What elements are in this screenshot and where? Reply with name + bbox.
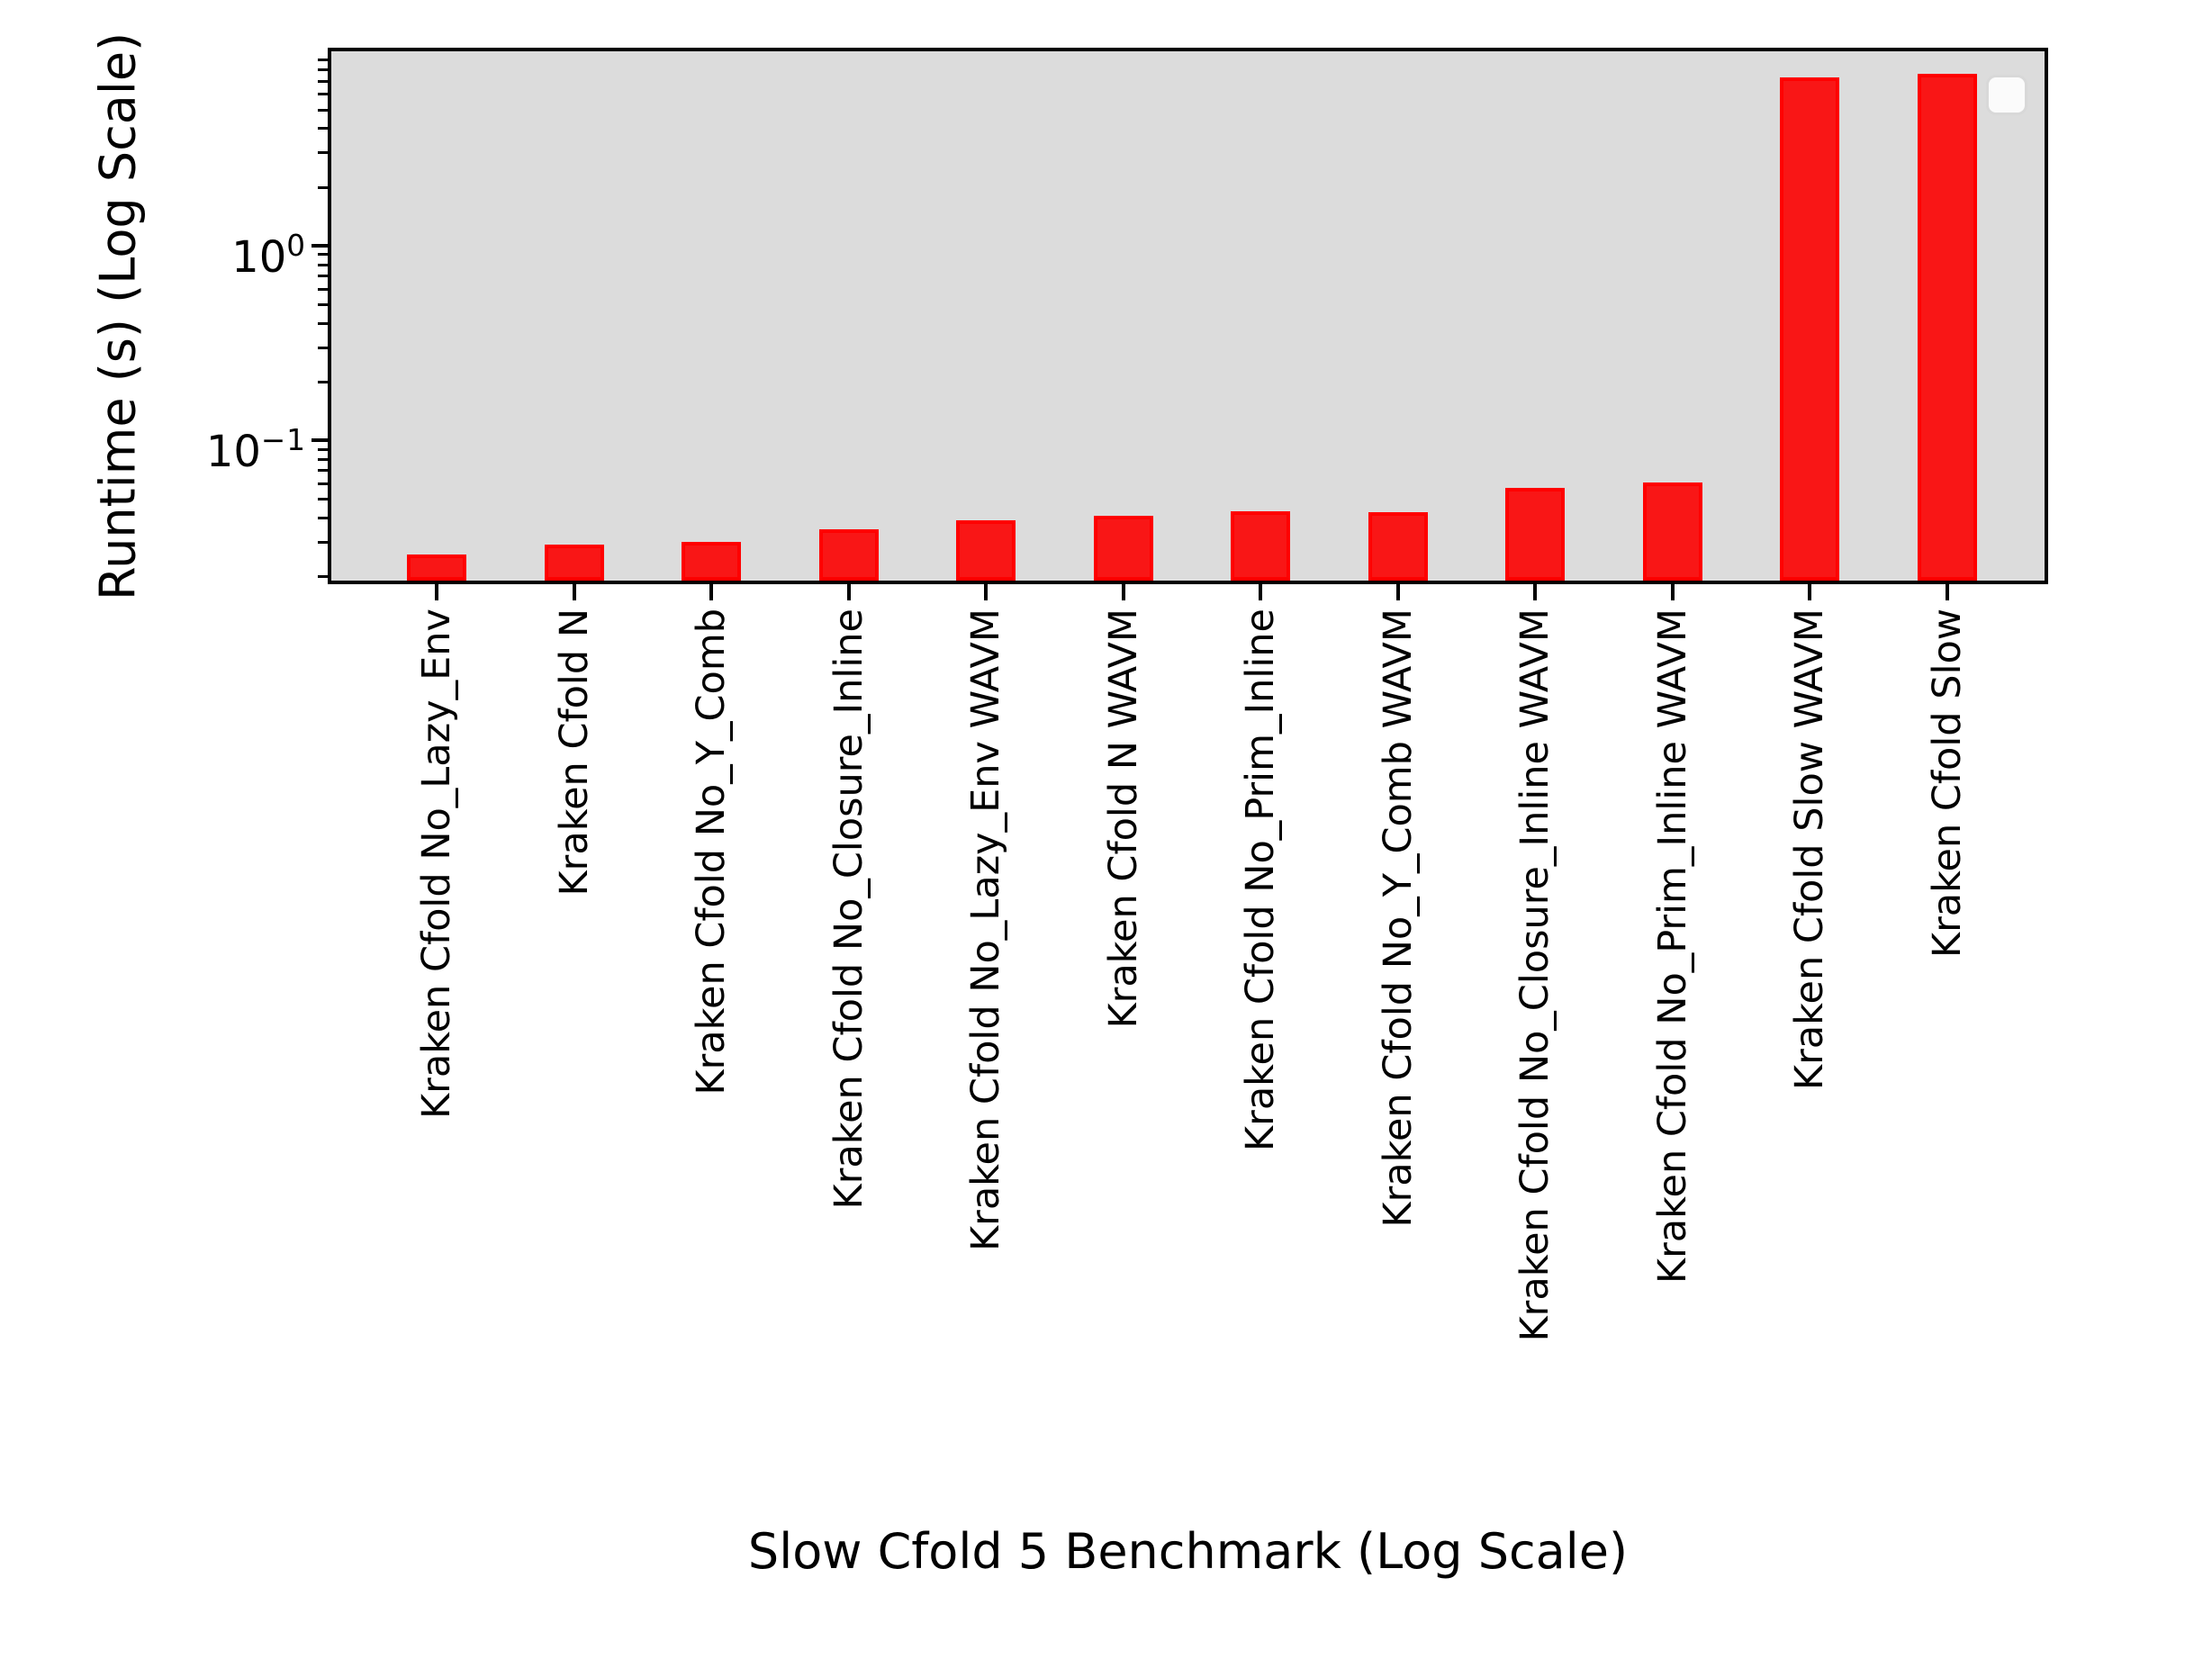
x-tick-label: Kraken Cfold N WAVM (1100, 609, 1146, 1029)
x-tick-label: Kraken Cfold No_Y_Comb (689, 609, 734, 1095)
y-tick-mark (311, 244, 328, 248)
x-tick-mark (572, 584, 576, 600)
y-minor-tick-mark (318, 482, 328, 485)
legend-box (1986, 75, 2027, 115)
bar-kraken-cfold-n-wavm (1093, 515, 1153, 581)
y-minor-tick-mark (318, 68, 328, 72)
bar-kraken-cfold-no-lazy-env-wavm (956, 519, 1016, 581)
bar-kraken-cfold-no-closure-inline-wavm (1505, 487, 1565, 581)
bar-kraken-cfold-n (544, 545, 604, 581)
y-minor-tick-mark (318, 380, 328, 383)
x-tick-label: Kraken Cfold No_Y_Comb WAVM (1375, 609, 1421, 1228)
bar-kraken-cfold-no-lazy-env (407, 554, 466, 581)
x-tick-label: Kraken Cfold No_Prim_Inline WAVM (1649, 609, 1695, 1285)
x-tick-label: Kraken Cfold No_Closure_Inline (826, 609, 871, 1210)
y-minor-tick-mark (318, 321, 328, 325)
y-tick-label: 10−1 (205, 423, 306, 478)
y-minor-tick-mark (318, 79, 328, 83)
bar-kraken-cfold-no-closure-inline (818, 528, 879, 581)
x-tick-mark (435, 584, 438, 600)
y-tick-label: 100 (231, 229, 306, 283)
x-tick-mark (1259, 584, 1262, 600)
bar-kraken-cfold-no-prim-inline (1231, 511, 1290, 581)
x-tick-mark (1533, 584, 1537, 600)
x-tick-mark (1121, 584, 1125, 600)
x-tick-mark (846, 584, 851, 600)
y-minor-tick-mark (318, 253, 328, 257)
x-tick-label: Kraken Cfold No_Lazy_Env (414, 609, 459, 1120)
y-minor-tick-mark (318, 127, 328, 131)
y-minor-tick-mark (318, 59, 328, 62)
bar-kraken-cfold-no-y-comb-wavm (1368, 511, 1428, 581)
y-minor-tick-mark (318, 574, 328, 578)
x-tick-label: Kraken Cfold No_Prim_Inline (1238, 609, 1283, 1152)
x-tick-label: Kraken Cfold N (551, 609, 597, 897)
x-tick-mark (1808, 584, 1811, 600)
y-minor-tick-mark (318, 302, 328, 306)
x-tick-label: Kraken Cfold No_Closure_Inline WAVM (1512, 609, 1557, 1342)
y-minor-tick-mark (318, 93, 328, 96)
y-minor-tick-mark (318, 469, 328, 473)
y-minor-tick-mark (318, 263, 328, 266)
y-minor-tick-mark (318, 185, 328, 189)
bar-kraken-cfold-slow (1917, 73, 1977, 581)
x-tick-mark (984, 584, 988, 600)
y-minor-tick-mark (318, 346, 328, 349)
x-tick-label: Kraken Cfold No_Lazy_Env WAVM (963, 609, 1008, 1252)
y-minor-tick-mark (318, 497, 328, 500)
y-minor-tick-mark (318, 457, 328, 461)
plot-area (328, 48, 2048, 584)
y-minor-tick-mark (318, 275, 328, 278)
y-minor-tick-mark (318, 151, 328, 155)
x-axis-label: Slow Cfold 5 Benchmark (Log Scale) (747, 1523, 1629, 1580)
y-minor-tick-mark (318, 108, 328, 112)
x-tick-mark (1945, 584, 1949, 600)
bar-kraken-cfold-slow-wavm (1780, 77, 1839, 581)
y-axis-label: Runtime (s) (Log Scale) (89, 32, 147, 600)
x-tick-mark (1670, 584, 1675, 600)
x-tick-label: Kraken Cfold Slow WAVM (1787, 609, 1832, 1091)
bar-kraken-cfold-no-y-comb (682, 542, 741, 581)
x-tick-mark (1395, 584, 1400, 600)
y-minor-tick-mark (318, 540, 328, 544)
y-minor-tick-mark (318, 287, 328, 291)
bar-kraken-cfold-no-prim-inline-wavm (1642, 482, 1702, 581)
y-minor-tick-mark (318, 447, 328, 451)
x-tick-label: Kraken Cfold Slow (1924, 609, 1970, 959)
y-tick-mark (311, 438, 328, 443)
x-tick-mark (709, 584, 713, 600)
y-minor-tick-mark (318, 516, 328, 519)
